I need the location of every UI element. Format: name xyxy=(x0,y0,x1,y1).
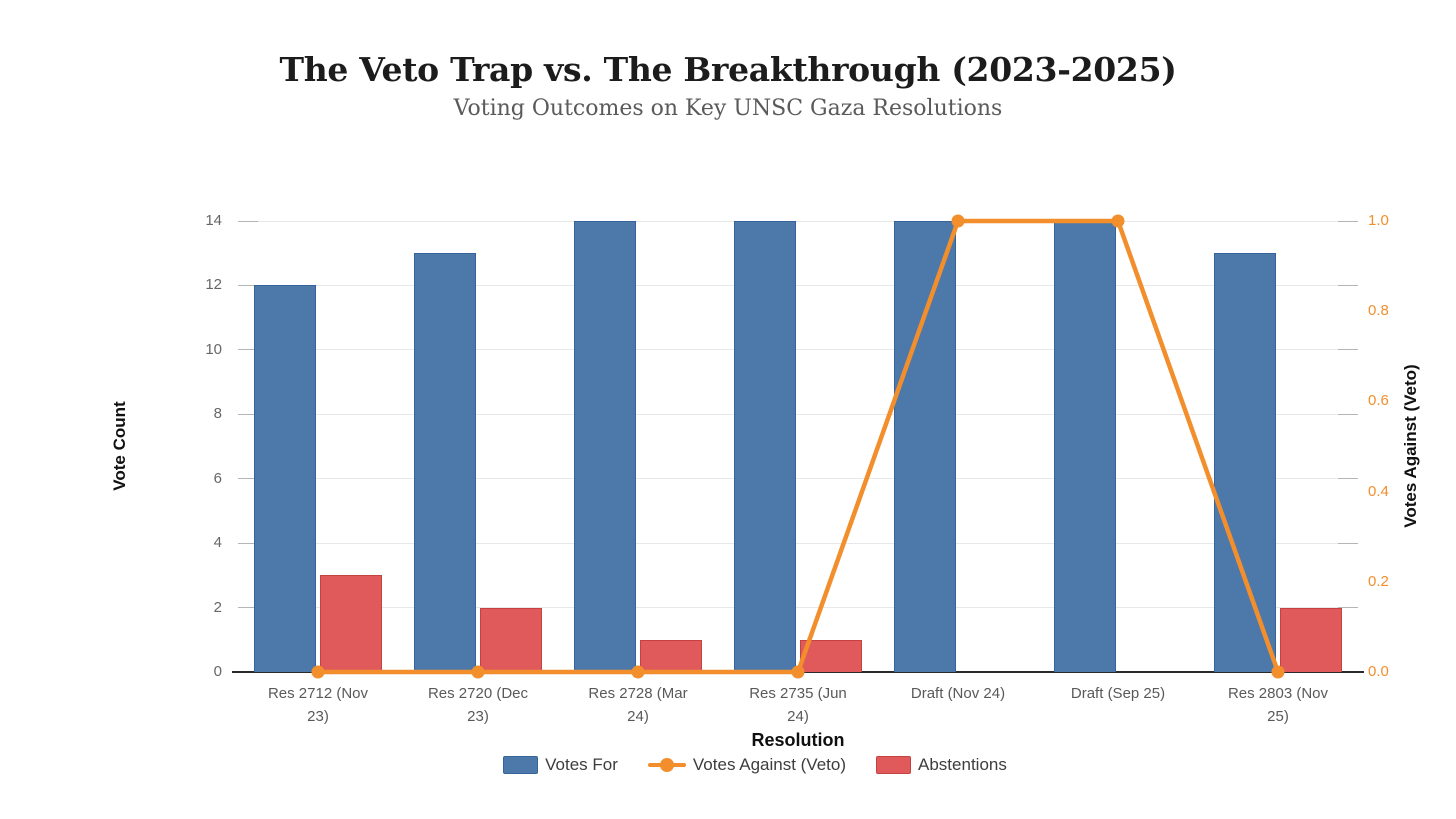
votes-for-bar xyxy=(1054,221,1116,672)
right-edge-tick xyxy=(1338,478,1358,480)
votes-for-bar xyxy=(894,221,956,672)
gridline xyxy=(238,478,1358,480)
left-y-tick-label: 14 xyxy=(205,212,222,229)
x-tick-label: Res 2728 (Mar 24) xyxy=(588,685,688,725)
gridline xyxy=(238,542,1358,544)
left-edge-tick xyxy=(238,284,258,286)
x-tick-label: Res 2803 (Nov 25) xyxy=(1227,685,1329,725)
right-y-tick-label: 0.0 xyxy=(1368,663,1389,680)
x-axis-title: Resolution xyxy=(751,730,845,750)
right-y-tick-label: 0.2 xyxy=(1368,572,1389,590)
veto-line xyxy=(315,218,1281,675)
veto-line-layer xyxy=(311,214,1285,679)
votes-for-bar xyxy=(1214,253,1276,672)
chart-title: The Veto Trap vs. The Breakthrough (2023… xyxy=(279,50,1177,89)
abstentions-bar xyxy=(1280,607,1342,672)
right-axis-title: Votes Against (Veto) xyxy=(1401,364,1420,528)
right-edge-tick xyxy=(1338,607,1358,609)
veto-point xyxy=(1271,665,1285,679)
votes-for-bar xyxy=(414,253,476,672)
x-tick-label: Res 2712 (Nov 23) xyxy=(267,685,369,725)
veto-point xyxy=(791,665,805,679)
right-y-tick-label: 1.0 xyxy=(1368,212,1389,229)
x-tick-label: Res 2720 (Dec 23) xyxy=(427,685,529,725)
gridline xyxy=(238,220,1358,222)
left-edge-tick xyxy=(238,349,258,351)
left-y-tick-label: 0 xyxy=(213,663,222,680)
left-edge-tick xyxy=(238,413,258,415)
votes-for-bar xyxy=(574,221,636,672)
left-y-tick-label: 8 xyxy=(213,405,222,423)
left-edge-tick xyxy=(238,220,258,222)
legend-label: Abstentions xyxy=(918,755,1007,774)
votes-for-bar xyxy=(734,221,796,672)
right-y-tick-label: 0.4 xyxy=(1368,482,1389,500)
left-y-tick-label: 12 xyxy=(205,276,222,294)
right-edge-tick xyxy=(1338,413,1358,415)
veto-point xyxy=(311,665,325,679)
right-edge-tick xyxy=(1338,220,1358,222)
x-tick-label: Draft (Nov 24) xyxy=(910,685,1006,702)
right-edge-tick xyxy=(1338,349,1358,351)
gridline xyxy=(238,349,1358,351)
right-y-tick-label: 0.8 xyxy=(1368,302,1389,320)
right-edge-tick xyxy=(1338,284,1358,286)
legend-item: Votes Against (Veto) xyxy=(647,755,847,775)
veto-point xyxy=(951,214,965,228)
x-tick-label: Res 2735 (Jun 24) xyxy=(749,685,847,725)
left-edge-tick xyxy=(238,607,258,609)
legend-item: Votes For xyxy=(503,755,618,775)
legend-line-dot xyxy=(659,758,674,772)
legend: Votes For Votes Against (Veto) Abstentions xyxy=(27,755,1456,775)
legend-swatch xyxy=(503,756,539,774)
veto-point xyxy=(471,665,485,679)
left-y-tick-label: 6 xyxy=(213,469,222,487)
veto-point xyxy=(1111,214,1125,228)
right-edge-tick xyxy=(1338,542,1358,544)
left-edge-tick xyxy=(238,542,258,544)
x-tick-label: Draft (Sep 25) xyxy=(1070,685,1166,702)
left-y-tick-label: 2 xyxy=(213,598,222,616)
left-y-tick-label: 10 xyxy=(205,340,222,358)
plot-area: 0 2 4 6 8 10 12 14 0.0 0.2 0.4 0.6 0.8 1.0 Res 2712 (N… xyxy=(205,212,1389,725)
abstentions-bar xyxy=(640,639,702,672)
legend-line-marker-icon xyxy=(647,756,686,774)
votes-for-bar xyxy=(254,285,316,672)
legend-label: Votes For xyxy=(545,755,618,774)
gridline xyxy=(238,413,1358,415)
abstentions-bar xyxy=(800,639,862,672)
legend-label: Votes Against (Veto) xyxy=(692,755,847,774)
left-axis-title: Vote Count xyxy=(110,401,129,491)
legend-item: Abstentions xyxy=(876,755,1007,775)
veto-point xyxy=(631,665,645,679)
gridline xyxy=(238,607,1358,609)
right-y-tick-label: 0.6 xyxy=(1368,392,1389,410)
abstentions-bar xyxy=(480,607,542,672)
left-y-tick-label: 4 xyxy=(213,534,222,552)
legend-swatch xyxy=(876,756,912,774)
abstentions-bar xyxy=(320,575,382,672)
left-edge-tick xyxy=(238,478,258,480)
chart-subtitle: Voting Outcomes on Key UNSC Gaza Resolut… xyxy=(453,96,1003,121)
gridline xyxy=(238,284,1358,286)
